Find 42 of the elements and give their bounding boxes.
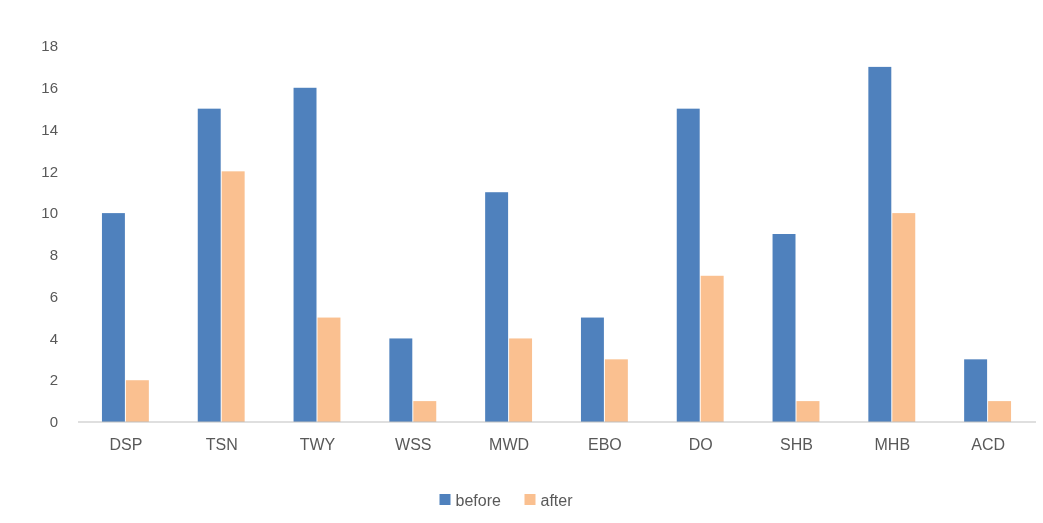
bar xyxy=(772,234,796,422)
y-tick-label: 0 xyxy=(49,413,58,431)
bar xyxy=(413,401,437,422)
x-tick-label: WSS xyxy=(395,436,432,453)
bar xyxy=(101,213,125,422)
x-tick-label: TWY xyxy=(299,436,336,453)
x-tick-label: SHB xyxy=(780,436,813,453)
bar xyxy=(317,317,341,422)
bar xyxy=(868,66,892,422)
bar xyxy=(580,317,604,422)
bar xyxy=(988,401,1012,422)
y-tick-label: 6 xyxy=(49,287,58,305)
x-tick-label: ACD xyxy=(971,436,1005,453)
y-tick-label: 12 xyxy=(41,162,58,180)
bar xyxy=(676,108,700,422)
y-tick-label: 8 xyxy=(49,246,58,264)
bar xyxy=(485,192,509,422)
bar xyxy=(964,359,988,422)
bar xyxy=(197,108,221,422)
y-tick-label: 4 xyxy=(49,329,58,347)
y-tick-label: 10 xyxy=(41,204,58,222)
legend-label: after xyxy=(540,491,574,509)
y-tick-label: 2 xyxy=(49,371,58,389)
bar xyxy=(389,338,413,422)
x-tick-label: MWD xyxy=(489,436,530,453)
bar xyxy=(509,338,533,422)
y-tick-label: 18 xyxy=(41,37,58,55)
y-tick-label: 14 xyxy=(41,120,58,138)
bar xyxy=(604,359,628,422)
x-tick-label: TSN xyxy=(205,436,238,453)
legend-label: before xyxy=(455,491,501,509)
x-tick-label: DSP xyxy=(109,436,143,453)
bar xyxy=(700,275,724,422)
bar xyxy=(796,401,820,422)
x-tick-label: EBO xyxy=(588,436,622,453)
x-tick-label: MHB xyxy=(874,436,911,453)
x-tick-label: DO xyxy=(688,436,713,453)
bar xyxy=(125,380,149,422)
y-tick-label: 16 xyxy=(41,79,58,97)
bar xyxy=(221,171,245,422)
bar xyxy=(892,213,916,422)
bar xyxy=(293,87,317,422)
